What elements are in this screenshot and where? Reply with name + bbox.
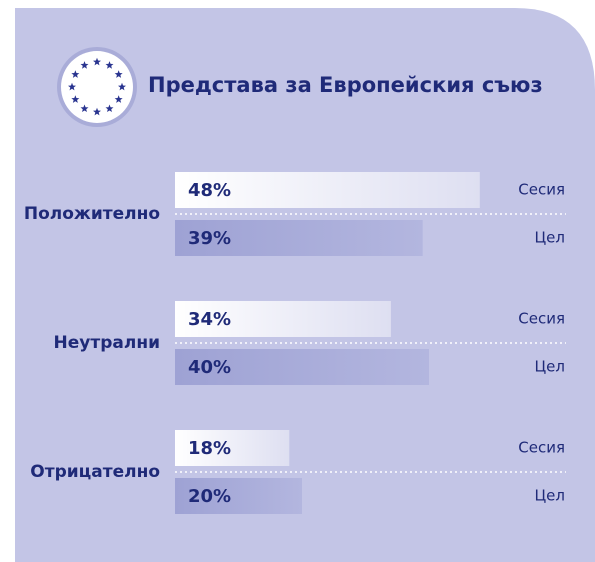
star — [105, 61, 114, 69]
star — [71, 70, 80, 78]
bar — [175, 172, 480, 208]
bar — [175, 220, 423, 256]
value-label: 18% — [188, 438, 231, 459]
value-label: 40% — [188, 357, 231, 378]
series-label: Сесия — [518, 310, 565, 328]
star — [71, 95, 80, 103]
series-label: Цел — [535, 358, 565, 376]
star — [80, 104, 89, 113]
category-label: Неутрални — [54, 333, 160, 353]
series-label: Сесия — [518, 181, 565, 199]
value-label: 39% — [188, 228, 231, 249]
value-label: 48% — [188, 180, 231, 201]
star — [105, 104, 114, 113]
chart-title: Представа за Европейския съюз — [148, 73, 543, 97]
category-label: Положително — [24, 204, 160, 224]
series-label: Цел — [535, 229, 565, 247]
star — [93, 107, 101, 116]
star — [114, 95, 123, 103]
star — [80, 61, 89, 69]
series-label: Сесия — [518, 439, 565, 457]
star — [93, 57, 101, 66]
eu-logo — [57, 47, 137, 127]
bar — [175, 301, 391, 337]
star — [118, 82, 126, 91]
value-label: 20% — [188, 486, 231, 507]
value-label: 34% — [188, 309, 231, 330]
bar — [175, 478, 302, 514]
category-label: Отрицателно — [30, 462, 160, 482]
bar — [175, 430, 290, 466]
bar — [175, 349, 429, 385]
panel — [15, 8, 595, 562]
star — [114, 70, 123, 78]
star — [68, 82, 76, 91]
series-label: Цел — [535, 487, 565, 505]
